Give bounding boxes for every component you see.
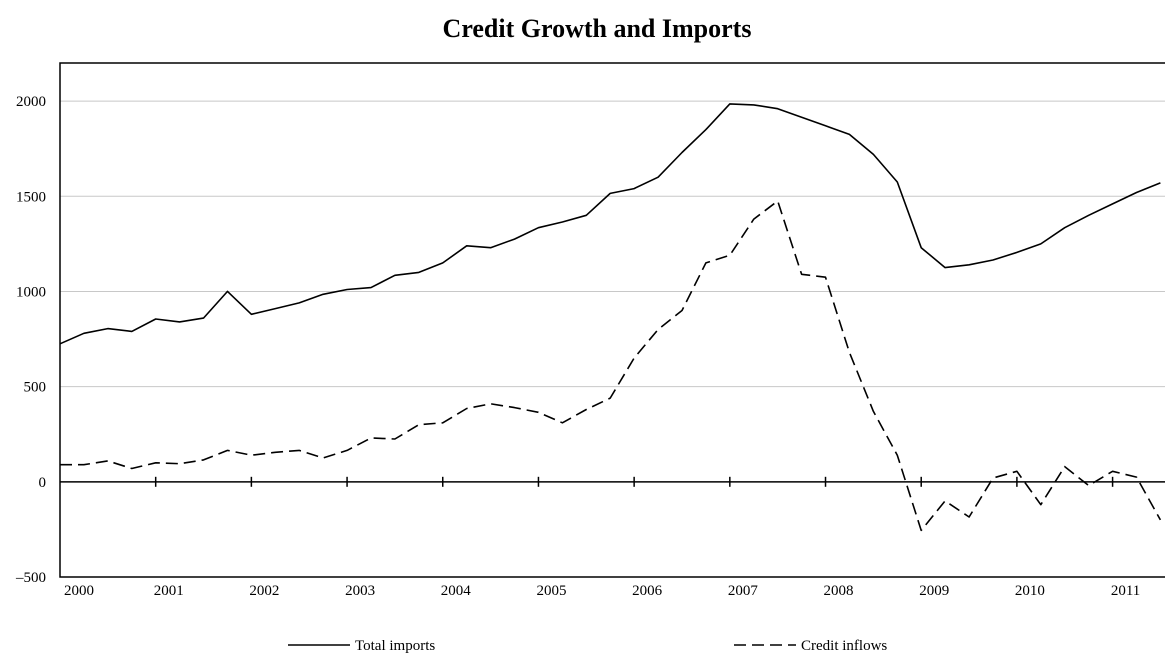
x-tick-label: 2006 [632,583,663,599]
x-tick-label: 2007 [728,583,759,599]
series-group [59,103,1162,532]
series-line-credit-inflows [60,200,1162,532]
x-tick-label: 2005 [536,583,566,599]
plot-frame [59,62,1165,578]
x-tick-label: 2004 [441,583,472,599]
series-line-total-imports [59,103,1161,345]
y-tick-label: 0 [39,475,47,491]
legend-label-total-imports: Total imports [355,638,435,653]
x-tick-label: 2011 [1111,583,1140,599]
x-tick-label: 2010 [1015,583,1045,599]
chart-title: Credit Growth and Imports [443,14,752,43]
x-axis: 2000 2001 2002 2003 2004 2005 2006 2007 2008 2009… [64,476,1140,599]
y-axis: –500 0 500 1000 1500 2000 [15,94,46,586]
x-tick-label: 2009 [919,583,949,599]
x-tick-label: 2001 [154,583,184,599]
x-tick-label: 2000 [64,583,94,599]
y-tick-label: 2000 [16,94,46,110]
y-tick-label: –500 [15,570,46,586]
legend: Total imports Credit inflows [288,638,887,653]
x-tick-label: 2008 [824,583,854,599]
x-tick-label: 2002 [249,583,279,599]
y-tick-label: 1000 [16,284,46,300]
y-tick-label: 500 [24,380,47,396]
legend-label-credit-inflows: Credit inflows [801,638,887,653]
gridlines [60,100,1165,388]
y-tick-label: 1500 [16,189,46,205]
x-tick-label: 2003 [345,583,375,599]
